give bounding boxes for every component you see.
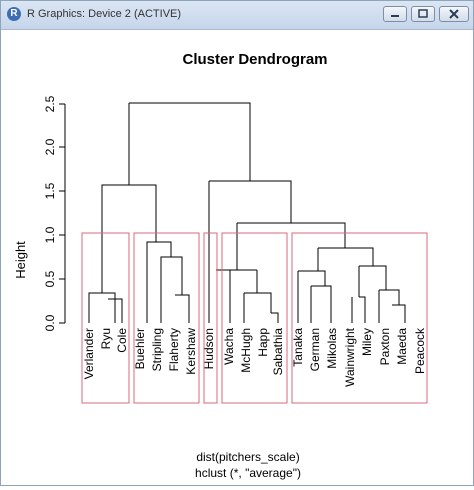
y-tick-label: 0.0: [43, 314, 57, 331]
y-axis: 0.0 0.5 1.0 1.5 2.0 2.5: [43, 95, 66, 331]
close-button[interactable]: [439, 6, 469, 22]
leaf-label: Flaherty: [167, 328, 181, 371]
leaf-label: Paxton: [378, 328, 392, 365]
y-axis-label: Height: [13, 241, 28, 279]
y-tick-label: 1.5: [43, 182, 57, 199]
cluster-box: [291, 232, 428, 404]
maximize-button[interactable]: [411, 6, 435, 22]
leaf-label: Wainwright: [343, 327, 357, 387]
leaf-label: Kershaw: [184, 328, 198, 375]
leaf-label: Mikolas: [325, 328, 339, 369]
leaf-label: Happ: [256, 328, 270, 357]
leaf-label: Hudson: [202, 328, 216, 369]
cluster-box: [221, 232, 288, 404]
close-icon: [449, 9, 459, 19]
leaf-labels: Verlander Ryu Cole Buehler Stripling Fla…: [82, 327, 427, 387]
leaf-label: Verlander: [82, 328, 96, 379]
window-title: R Graphics: Device 2 (ACTIVE): [27, 8, 182, 20]
leaf-label: Sabathia: [271, 328, 285, 376]
y-tick-label: 0.5: [43, 270, 57, 287]
x-axis-label: dist(pitchers_scale): [196, 450, 299, 464]
minimize-icon: [391, 15, 399, 17]
cluster-box: [203, 232, 218, 404]
plot-area: Cluster Dendrogram Height dist(pitchers_…: [1, 30, 473, 485]
leaf-label: German: [308, 328, 322, 371]
leaf-label: Tanaka: [291, 328, 305, 367]
minimize-button[interactable]: [383, 6, 407, 22]
leaf-label: Stripling: [150, 328, 164, 371]
method-sublabel: hclust (*, "average"): [195, 466, 301, 480]
cluster-box: [133, 232, 200, 404]
cluster-box: [81, 232, 130, 404]
leaf-label: Miley: [360, 328, 374, 356]
leaf-label: Buehler: [133, 328, 147, 369]
r-app-icon: R: [7, 7, 21, 21]
leaf-label: Wacha: [222, 328, 236, 365]
cluster-boxes: [81, 232, 428, 404]
leaf-label: Peacock: [413, 327, 427, 374]
leaf-label: Cole: [115, 328, 129, 353]
leaf-label: McHugh: [239, 328, 253, 373]
maximize-icon: [418, 9, 428, 18]
dendrogram-plot: Cluster Dendrogram Height dist(pitchers_…: [13, 51, 428, 480]
title-bar[interactable]: R R Graphics: Device 2 (ACTIVE): [1, 1, 473, 30]
dendrogram-tree: [88, 102, 406, 323]
y-tick-label: 2.5: [43, 95, 57, 112]
plot-title: Cluster Dendrogram: [182, 51, 327, 68]
y-tick-label: 1.0: [43, 226, 57, 243]
leaf-label: Maeda: [395, 328, 409, 365]
leaf-label: Ryu: [99, 328, 113, 349]
y-tick-label: 2.0: [43, 138, 57, 155]
